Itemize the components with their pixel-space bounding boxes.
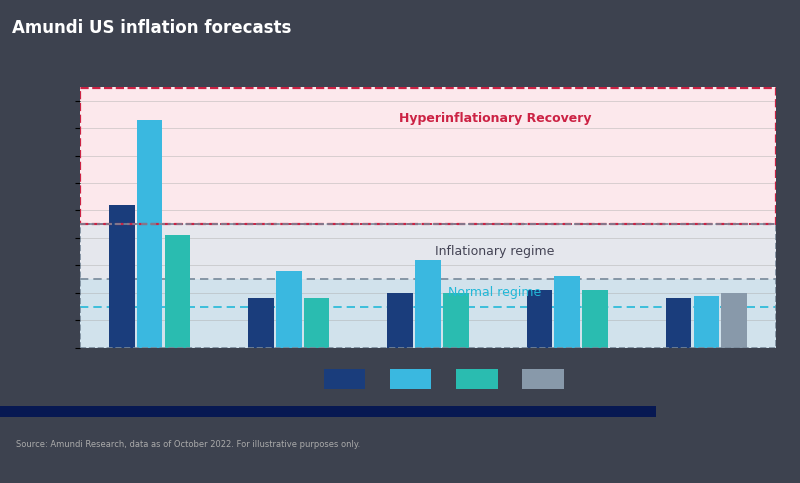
Text: Source: Amundi Research, data as of October 2022. For illustrative purposes only: Source: Amundi Research, data as of Octo… [16, 440, 360, 450]
Bar [694, 296, 719, 348]
Bar [387, 293, 413, 348]
Text: Normal regime: Normal regime [448, 286, 542, 299]
Bar [526, 290, 552, 348]
Bar [0, 406, 656, 417]
Bar [323, 369, 366, 389]
Bar [722, 293, 747, 348]
Text: Amundi US inflation forecasts: Amundi US inflation forecasts [12, 19, 291, 37]
Text: Hyperinflationary Recovery: Hyperinflationary Recovery [398, 112, 591, 125]
Bar [415, 260, 441, 348]
Text: Inflationary regime: Inflationary regime [435, 245, 554, 258]
Bar [109, 205, 134, 348]
Bar [137, 120, 162, 348]
Bar [582, 290, 608, 348]
Bar [443, 293, 469, 348]
Bar [80, 224, 776, 279]
Bar [165, 235, 190, 348]
Bar [390, 369, 431, 389]
Bar [80, 88, 776, 224]
Bar [304, 298, 330, 348]
Bar [248, 298, 274, 348]
Bar [554, 276, 580, 348]
Bar [522, 369, 564, 389]
Bar [80, 279, 776, 348]
Bar [276, 271, 302, 348]
Bar [666, 298, 691, 348]
Bar [80, 87, 776, 224]
Bar [456, 369, 498, 389]
Bar [80, 224, 776, 348]
